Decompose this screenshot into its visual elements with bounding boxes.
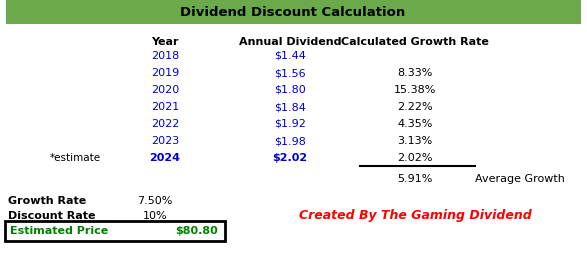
Text: $1.84: $1.84 [274, 102, 306, 112]
Text: Created By The Gaming Dividend: Created By The Gaming Dividend [299, 209, 531, 223]
Bar [5, 221, 225, 241]
Text: 2.02%: 2.02% [397, 153, 433, 163]
Text: *estimate: *estimate [49, 153, 100, 163]
Text: Annual Dividend: Annual Dividend [239, 37, 341, 47]
Text: 2020: 2020 [151, 85, 179, 95]
Text: $1.80: $1.80 [274, 85, 306, 95]
Text: 2024: 2024 [150, 153, 180, 163]
Text: 15.38%: 15.38% [394, 85, 436, 95]
Text: 2023: 2023 [151, 136, 179, 146]
Text: Calculated Growth Rate: Calculated Growth Rate [341, 37, 489, 47]
Text: 7.50%: 7.50% [137, 196, 173, 206]
Text: 3.13%: 3.13% [397, 136, 433, 146]
Bar [6, 0, 581, 24]
Text: Growth Rate: Growth Rate [8, 196, 86, 206]
Text: $1.44: $1.44 [274, 51, 306, 61]
Text: $1.56: $1.56 [274, 68, 306, 78]
Text: Average Growth: Average Growth [475, 174, 565, 184]
Text: $1.92: $1.92 [274, 119, 306, 129]
Text: Estimated Price: Estimated Price [10, 226, 108, 236]
Text: 4.35%: 4.35% [397, 119, 433, 129]
Text: 2021: 2021 [151, 102, 179, 112]
Text: 5.91%: 5.91% [397, 174, 433, 184]
Text: 2019: 2019 [151, 68, 179, 78]
Text: 2018: 2018 [151, 51, 179, 61]
Text: $80.80: $80.80 [176, 226, 218, 236]
Text: Dividend Discount Calculation: Dividend Discount Calculation [180, 6, 406, 18]
Text: 10%: 10% [143, 211, 167, 221]
Text: Year: Year [151, 37, 179, 47]
Text: 8.33%: 8.33% [397, 68, 433, 78]
Text: 2022: 2022 [151, 119, 179, 129]
Text: 2.22%: 2.22% [397, 102, 433, 112]
Text: $1.98: $1.98 [274, 136, 306, 146]
Text: Discount Rate: Discount Rate [8, 211, 96, 221]
Text: $2.02: $2.02 [272, 153, 308, 163]
